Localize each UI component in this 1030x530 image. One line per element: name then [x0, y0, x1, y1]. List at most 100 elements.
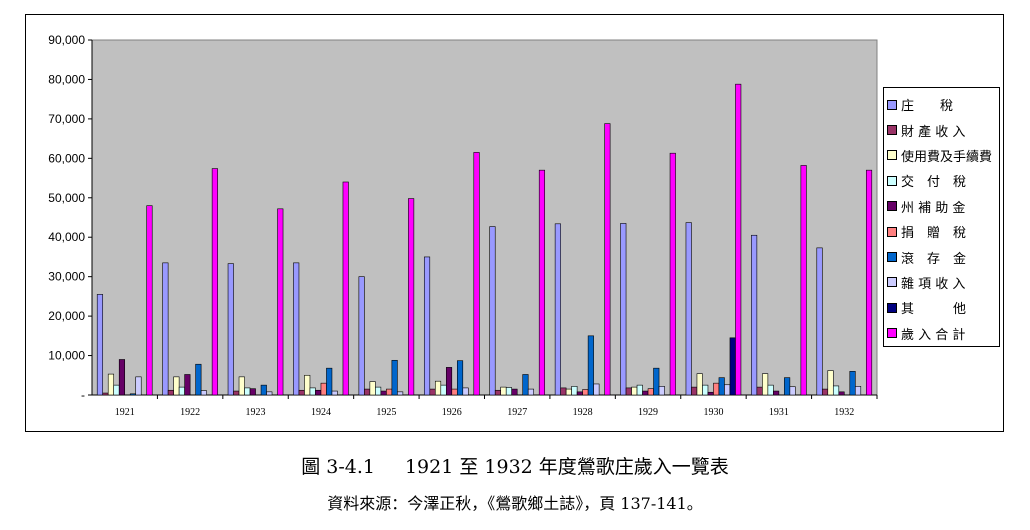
- bar: [315, 389, 322, 396]
- bar: [326, 367, 333, 396]
- legend-item: 交 付 稅: [887, 168, 999, 193]
- bar: [718, 377, 725, 396]
- legend-swatch: [887, 252, 897, 263]
- bar: [522, 374, 529, 396]
- legend-swatch: [887, 226, 897, 237]
- bar: [631, 386, 638, 396]
- bar: [827, 370, 834, 396]
- bar: [724, 384, 731, 396]
- y-tick-label: 90,000: [48, 33, 85, 47]
- bar: [702, 384, 709, 396]
- y-tick-label: -: [81, 388, 85, 402]
- legend-swatch: [887, 175, 897, 186]
- bar: [821, 388, 829, 396]
- bar: [233, 390, 240, 396]
- x-tick-label: 1928: [573, 407, 593, 418]
- bar: [391, 359, 398, 396]
- legend-label: 歲 入 合 計: [901, 327, 966, 343]
- bar: [244, 387, 251, 396]
- bar: [494, 389, 502, 396]
- bar: [211, 168, 218, 396]
- y-tick-label: 10,000: [48, 349, 85, 363]
- bar: [571, 386, 578, 396]
- bar: [762, 373, 769, 396]
- legend-label: 雜 項 收 入: [901, 276, 966, 292]
- bar: [456, 360, 464, 396]
- bar: [200, 390, 207, 396]
- bar: [669, 152, 676, 396]
- bar: [146, 205, 153, 396]
- bar: [162, 262, 169, 396]
- bar: [320, 382, 327, 396]
- bar: [309, 387, 316, 396]
- legend-item: 其 他: [887, 295, 999, 320]
- legend-swatch: [887, 277, 897, 288]
- legend-label: 財 產 收 入: [901, 124, 966, 140]
- bar: [751, 234, 758, 396]
- bar: [696, 373, 703, 396]
- x-tick-label: 1924: [311, 407, 331, 418]
- bar: [767, 384, 774, 396]
- legend-item: 財 產 收 入: [887, 117, 999, 142]
- bar: [756, 386, 763, 396]
- bar: [375, 386, 382, 396]
- bar: [582, 389, 589, 396]
- bar: [249, 388, 256, 396]
- bar: [832, 385, 840, 396]
- bar: [462, 387, 469, 396]
- bar: [735, 83, 742, 396]
- x-tick-label: 1923: [246, 407, 266, 418]
- x-tick-label: 1925: [376, 407, 396, 418]
- y-tick-label: 60,000: [48, 151, 85, 165]
- x-tick-label: 1929: [638, 407, 658, 418]
- bar: [178, 386, 185, 396]
- legend-label: 交 付 稅: [901, 175, 967, 191]
- legend-item: 捐 贈 稅: [887, 219, 999, 244]
- bar: [364, 388, 371, 396]
- bar: [266, 391, 273, 396]
- x-tick-label: 1926: [442, 407, 462, 418]
- legend-label: 其 他: [901, 302, 967, 318]
- legend-label: 州 補 助 金: [901, 200, 966, 216]
- bar: [96, 294, 104, 396]
- bar: [560, 387, 567, 396]
- legend-label: 使用費及手續費: [901, 149, 993, 165]
- y-tick-label: 30,000: [48, 270, 85, 284]
- legend-swatch: [887, 125, 897, 136]
- bar: [865, 169, 873, 396]
- bar: [277, 208, 284, 396]
- bar: [647, 388, 654, 396]
- bar: [789, 386, 796, 396]
- bar: [625, 387, 632, 396]
- y-tick-label: 50,000: [48, 191, 85, 205]
- chart-legend: 庄 稅財 產 收 入使用費及手續費交 付 稅州 補 助 金捐 贈 稅滾 存 金雜…: [883, 87, 1000, 347]
- legend-swatch: [887, 328, 897, 339]
- bar: [713, 382, 720, 396]
- bar: [440, 384, 447, 396]
- bar: [642, 390, 649, 396]
- bar: [800, 165, 807, 396]
- bar: [527, 388, 535, 396]
- x-tick-label: 1931: [769, 407, 789, 418]
- bar: [576, 391, 583, 396]
- bar: [429, 388, 436, 396]
- x-tick-label: 1922: [180, 407, 200, 418]
- bar: [102, 392, 109, 396]
- figure-title: 1921 至 1932 年度鶯歌庄歲入一覽表: [404, 456, 729, 478]
- bar: [113, 384, 120, 396]
- bar: [135, 376, 142, 396]
- bar: [691, 386, 698, 396]
- bar: [816, 247, 823, 396]
- bar: [434, 380, 442, 396]
- legend-swatch: [887, 201, 897, 212]
- bar: [260, 384, 267, 396]
- legend-swatch: [887, 99, 897, 110]
- legend-item: 滾 存 金: [887, 244, 999, 269]
- bar: [505, 387, 513, 396]
- bar: [620, 223, 627, 396]
- bar: [107, 373, 115, 396]
- source-note: 資料來源：今澤正秋，《鶯歌鄉土誌》，頁 137-141。: [327, 494, 703, 513]
- legend-label: 滾 存 金: [901, 251, 967, 267]
- bar: [451, 388, 458, 396]
- legend-item: 使用費及手續費: [887, 143, 999, 168]
